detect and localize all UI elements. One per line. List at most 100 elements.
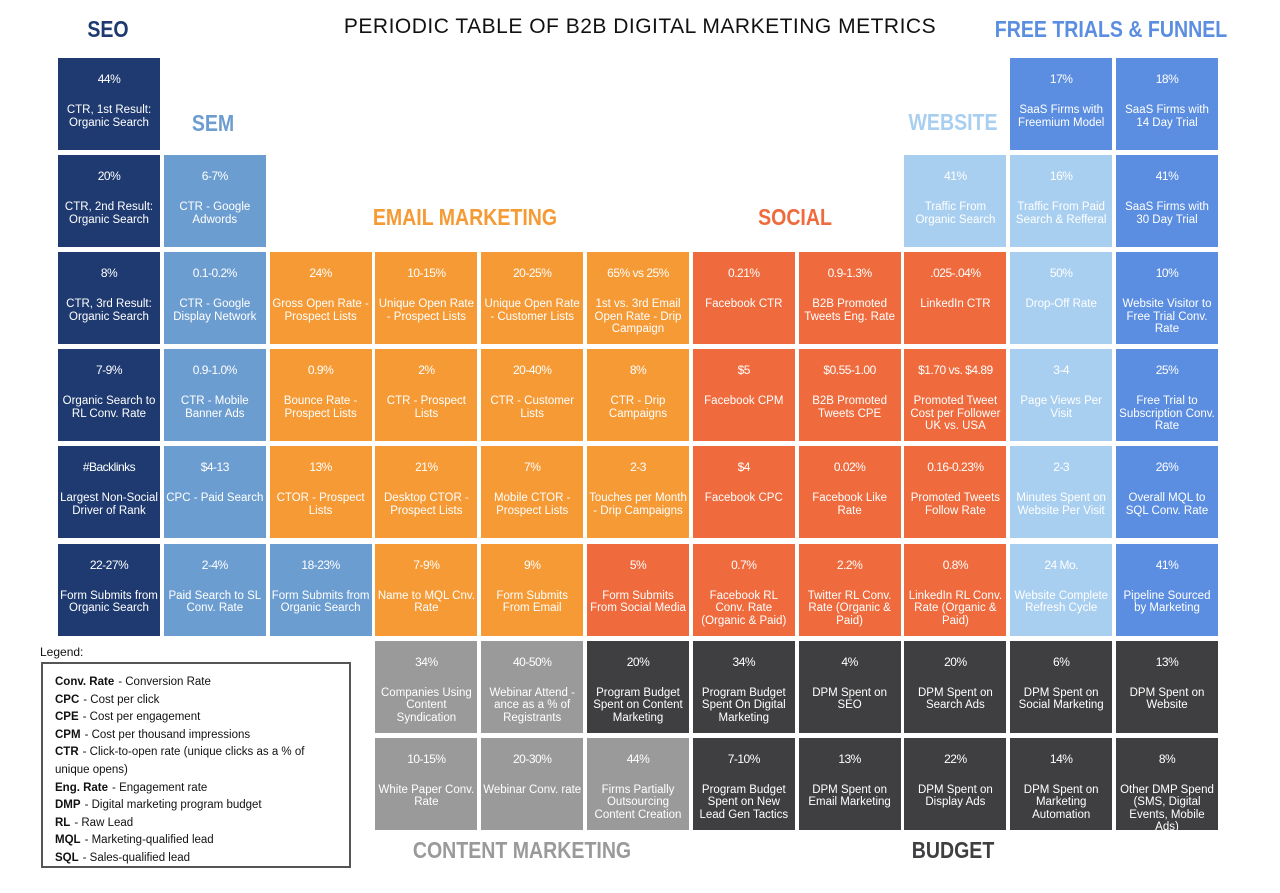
metric-label: DPM Spent on SEO <box>812 686 887 712</box>
metric-label: CTR - Google Adwords <box>179 201 251 226</box>
legend-term: CPM <box>55 728 81 741</box>
metric-cell: 2.2% Twitter RL Conv. Rate (Organic & Pai… <box>798 543 901 636</box>
metric-value: 41% <box>1155 557 1179 572</box>
metric-cell: 2% CTR - Prospect Lists <box>375 349 478 442</box>
legend-item: Conv. Rate - Conversion Rate <box>55 674 337 692</box>
legend-definition: - Raw Lead <box>74 816 134 829</box>
metric-cell: 34% Companies Using Content Syndication <box>375 640 478 733</box>
legend-term: Conv. Rate <box>55 676 115 688</box>
metric-value: $5 <box>737 363 751 378</box>
metric-cell: 14% DPM Spent on Marketing Automation <box>1010 737 1113 830</box>
metric-label: Program Budget Spent on New Lead Gen Tac… <box>699 783 789 821</box>
group-heading: CONTENT MARKETING <box>412 837 632 863</box>
metric-value: 7-9% <box>95 363 123 378</box>
metric-cell: 21% Desktop CTOR - Prospect Lists <box>375 446 478 539</box>
metric-label: Facebook RL Conv. Rate (Organic & Paid) <box>701 589 787 627</box>
metric-cell: 41% Pipeline Sourced by Marketing <box>1116 543 1218 636</box>
metric-label: Traffic From Organic Search <box>915 201 996 226</box>
metric-value: 22-27% <box>89 557 129 572</box>
metric-value: 0.9-1.3% <box>827 266 873 281</box>
metric-value: 0.16-0.23% <box>927 460 984 475</box>
metric-label: Program Budget Spent On Digital Marketin… <box>701 686 786 724</box>
metric-label: DPM Spent on Email Marketing <box>808 783 891 809</box>
metric-label: Drop-Off Rate <box>1025 298 1097 311</box>
metric-label: Unique Open Rate - Customer Lists <box>484 298 580 323</box>
metric-value: 65% vs 25% <box>607 266 669 281</box>
metric-value: 24 Mo. <box>1044 557 1079 572</box>
metric-value: 0.8% <box>942 557 969 572</box>
metric-label: Largest Non-Social Driver of Rank <box>60 492 158 517</box>
metric-label: CTR - Customer Lists <box>490 395 575 420</box>
metric-cell: 20-25% Unique Open Rate - Customer Lists <box>481 252 584 345</box>
metric-value: 18% <box>1155 72 1179 86</box>
metric-value: .025-.04% <box>930 266 981 281</box>
metric-cell: 7-9% Name to MQL Cnv. Rate <box>375 543 478 636</box>
metric-value: 4% <box>841 654 858 669</box>
metric-cell: 20-30% Webinar Conv. rate <box>481 737 584 830</box>
metric-value: 18-23% <box>301 557 340 572</box>
legend-item: DMP - Digital marketing program budget <box>55 797 337 815</box>
metric-cell: 40-50% Webinar Attend - ance as a % of Re… <box>481 640 584 733</box>
metric-value: 0.21% <box>728 266 760 281</box>
metric-cell: 4% DPM Spent on SEO <box>798 640 901 733</box>
metric-label: Organic Search to RL Conv. Rate <box>62 395 156 420</box>
legend-definition: - Cost per click <box>83 693 160 706</box>
metric-value: 20% <box>97 169 121 184</box>
metric-cell: 0.02% Facebook Like Rate <box>798 446 901 539</box>
metric-value: 41% <box>1155 169 1179 184</box>
metric-value: 2% <box>418 363 435 378</box>
legend-item: SQL - Sales-qualified lead <box>55 850 337 868</box>
metric-label: SaaS Firms with 30 Day Trial <box>1125 201 1209 226</box>
metric-label: Form Submits from Organic Search <box>60 589 158 615</box>
metric-value: 22% <box>944 751 967 766</box>
metric-cell: .025-.04% LinkedIn CTR <box>904 252 1007 345</box>
metric-cell: 41% SaaS Firms with 30 Day Trial <box>1116 155 1218 248</box>
metric-label: DPM Spent on Display Ads <box>917 783 993 809</box>
metric-label: Promoted Tweets Follow Rate <box>910 492 1001 517</box>
metric-value: 10-15% <box>407 266 446 281</box>
metric-label: DPM Spent on Social Marketing <box>1018 686 1104 712</box>
metric-cell: 24 Mo. Website Complete Refresh Cycle <box>1010 543 1113 636</box>
metric-label: Form Submits From Email <box>496 589 568 615</box>
metric-cell: 8% CTR - Drip Campaigns <box>587 349 689 442</box>
metric-label: Gross Open Rate - Prospect Lists <box>272 298 369 323</box>
metric-value: 44% <box>97 72 121 86</box>
metric-value: 6-7% <box>201 169 229 184</box>
metric-label: Unique Open Rate - Prospect Lists <box>378 298 475 323</box>
metric-label: Minutes Spent on Website Per Visit <box>1016 492 1106 517</box>
legend-definition: - Click-to-open rate (unique clicks as a… <box>55 746 305 776</box>
metric-label: Pipeline Sourced by Marketing <box>1123 589 1211 615</box>
metric-label: Other DMP Spend (SMS, Digital Events, Mo… <box>1120 783 1214 830</box>
metric-cell: 20% DPM Spent on Search Ads <box>904 640 1007 733</box>
metric-cell: 17% SaaS Firms with Freemium Model <box>1010 58 1113 150</box>
metric-value: 16% <box>1049 169 1073 184</box>
legend-definition: - Marketing-qualified lead <box>84 834 214 847</box>
metric-value: 3-4 <box>1053 363 1070 378</box>
metric-cell: 2-3 Minutes Spent on Website Per Visit <box>1010 446 1113 539</box>
legend-definition: - Cost per thousand impressions <box>84 728 251 741</box>
metric-label: Promoted Tweet Cost per Follower UK vs. … <box>910 395 1001 433</box>
metric-value: 34% <box>732 654 756 669</box>
metric-cell: 13% CTOR - Prospect Lists <box>269 446 372 539</box>
metric-cell: 0.7% Facebook RL Conv. Rate (Organic & Pa… <box>692 543 795 636</box>
legend-item: CPM - Cost per thousand impressions <box>55 727 337 745</box>
metric-value: 21% <box>415 460 438 475</box>
legend-term: SQL <box>55 851 79 864</box>
metric-value: 20-30% <box>513 751 552 766</box>
legend-term: DMP <box>55 799 81 812</box>
metric-value: $1.70 vs. $4.89 <box>918 363 993 378</box>
legend-item: MQL - Marketing-qualified lead <box>55 832 337 850</box>
metric-label: Website Complete Refresh Cycle <box>1014 589 1109 615</box>
metric-cell: 0.21% Facebook CTR <box>692 252 795 345</box>
metric-value: $0.55-1.00 <box>823 363 876 378</box>
legend-term: CPE <box>55 711 79 724</box>
metric-label: Facebook CTR <box>705 298 783 311</box>
metric-value: 25% <box>1155 363 1179 378</box>
legend-title: Legend: <box>40 645 84 659</box>
metric-value: 24% <box>309 266 332 281</box>
metric-label: Firms Partially Outsourcing Content Crea… <box>594 783 682 821</box>
metric-label: Facebook Like Rate <box>812 492 887 517</box>
legend-term: RL <box>55 816 71 829</box>
metric-label: CTR - Prospect Lists <box>386 395 467 420</box>
